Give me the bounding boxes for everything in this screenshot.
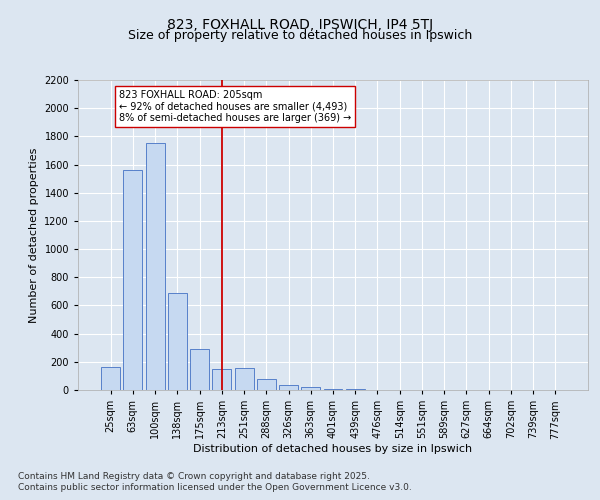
Bar xyxy=(146,144,164,390)
Bar xyxy=(190,349,209,390)
Bar xyxy=(101,368,120,390)
Bar xyxy=(279,385,298,390)
Y-axis label: Number of detached properties: Number of detached properties xyxy=(29,148,38,322)
Bar xyxy=(323,388,343,390)
Text: Contains HM Land Registry data © Crown copyright and database right 2025.: Contains HM Land Registry data © Crown c… xyxy=(18,472,370,481)
Text: Size of property relative to detached houses in Ipswich: Size of property relative to detached ho… xyxy=(128,28,472,42)
Text: Contains public sector information licensed under the Open Government Licence v3: Contains public sector information licen… xyxy=(18,484,412,492)
Text: 823 FOXHALL ROAD: 205sqm
← 92% of detached houses are smaller (4,493)
8% of semi: 823 FOXHALL ROAD: 205sqm ← 92% of detach… xyxy=(119,90,352,123)
Bar xyxy=(235,368,254,390)
Bar xyxy=(168,293,187,390)
Bar xyxy=(124,170,142,390)
Text: 823, FOXHALL ROAD, IPSWICH, IP4 5TJ: 823, FOXHALL ROAD, IPSWICH, IP4 5TJ xyxy=(167,18,433,32)
Bar xyxy=(257,380,276,390)
Bar xyxy=(212,369,231,390)
Bar xyxy=(301,387,320,390)
X-axis label: Distribution of detached houses by size in Ipswich: Distribution of detached houses by size … xyxy=(193,444,473,454)
